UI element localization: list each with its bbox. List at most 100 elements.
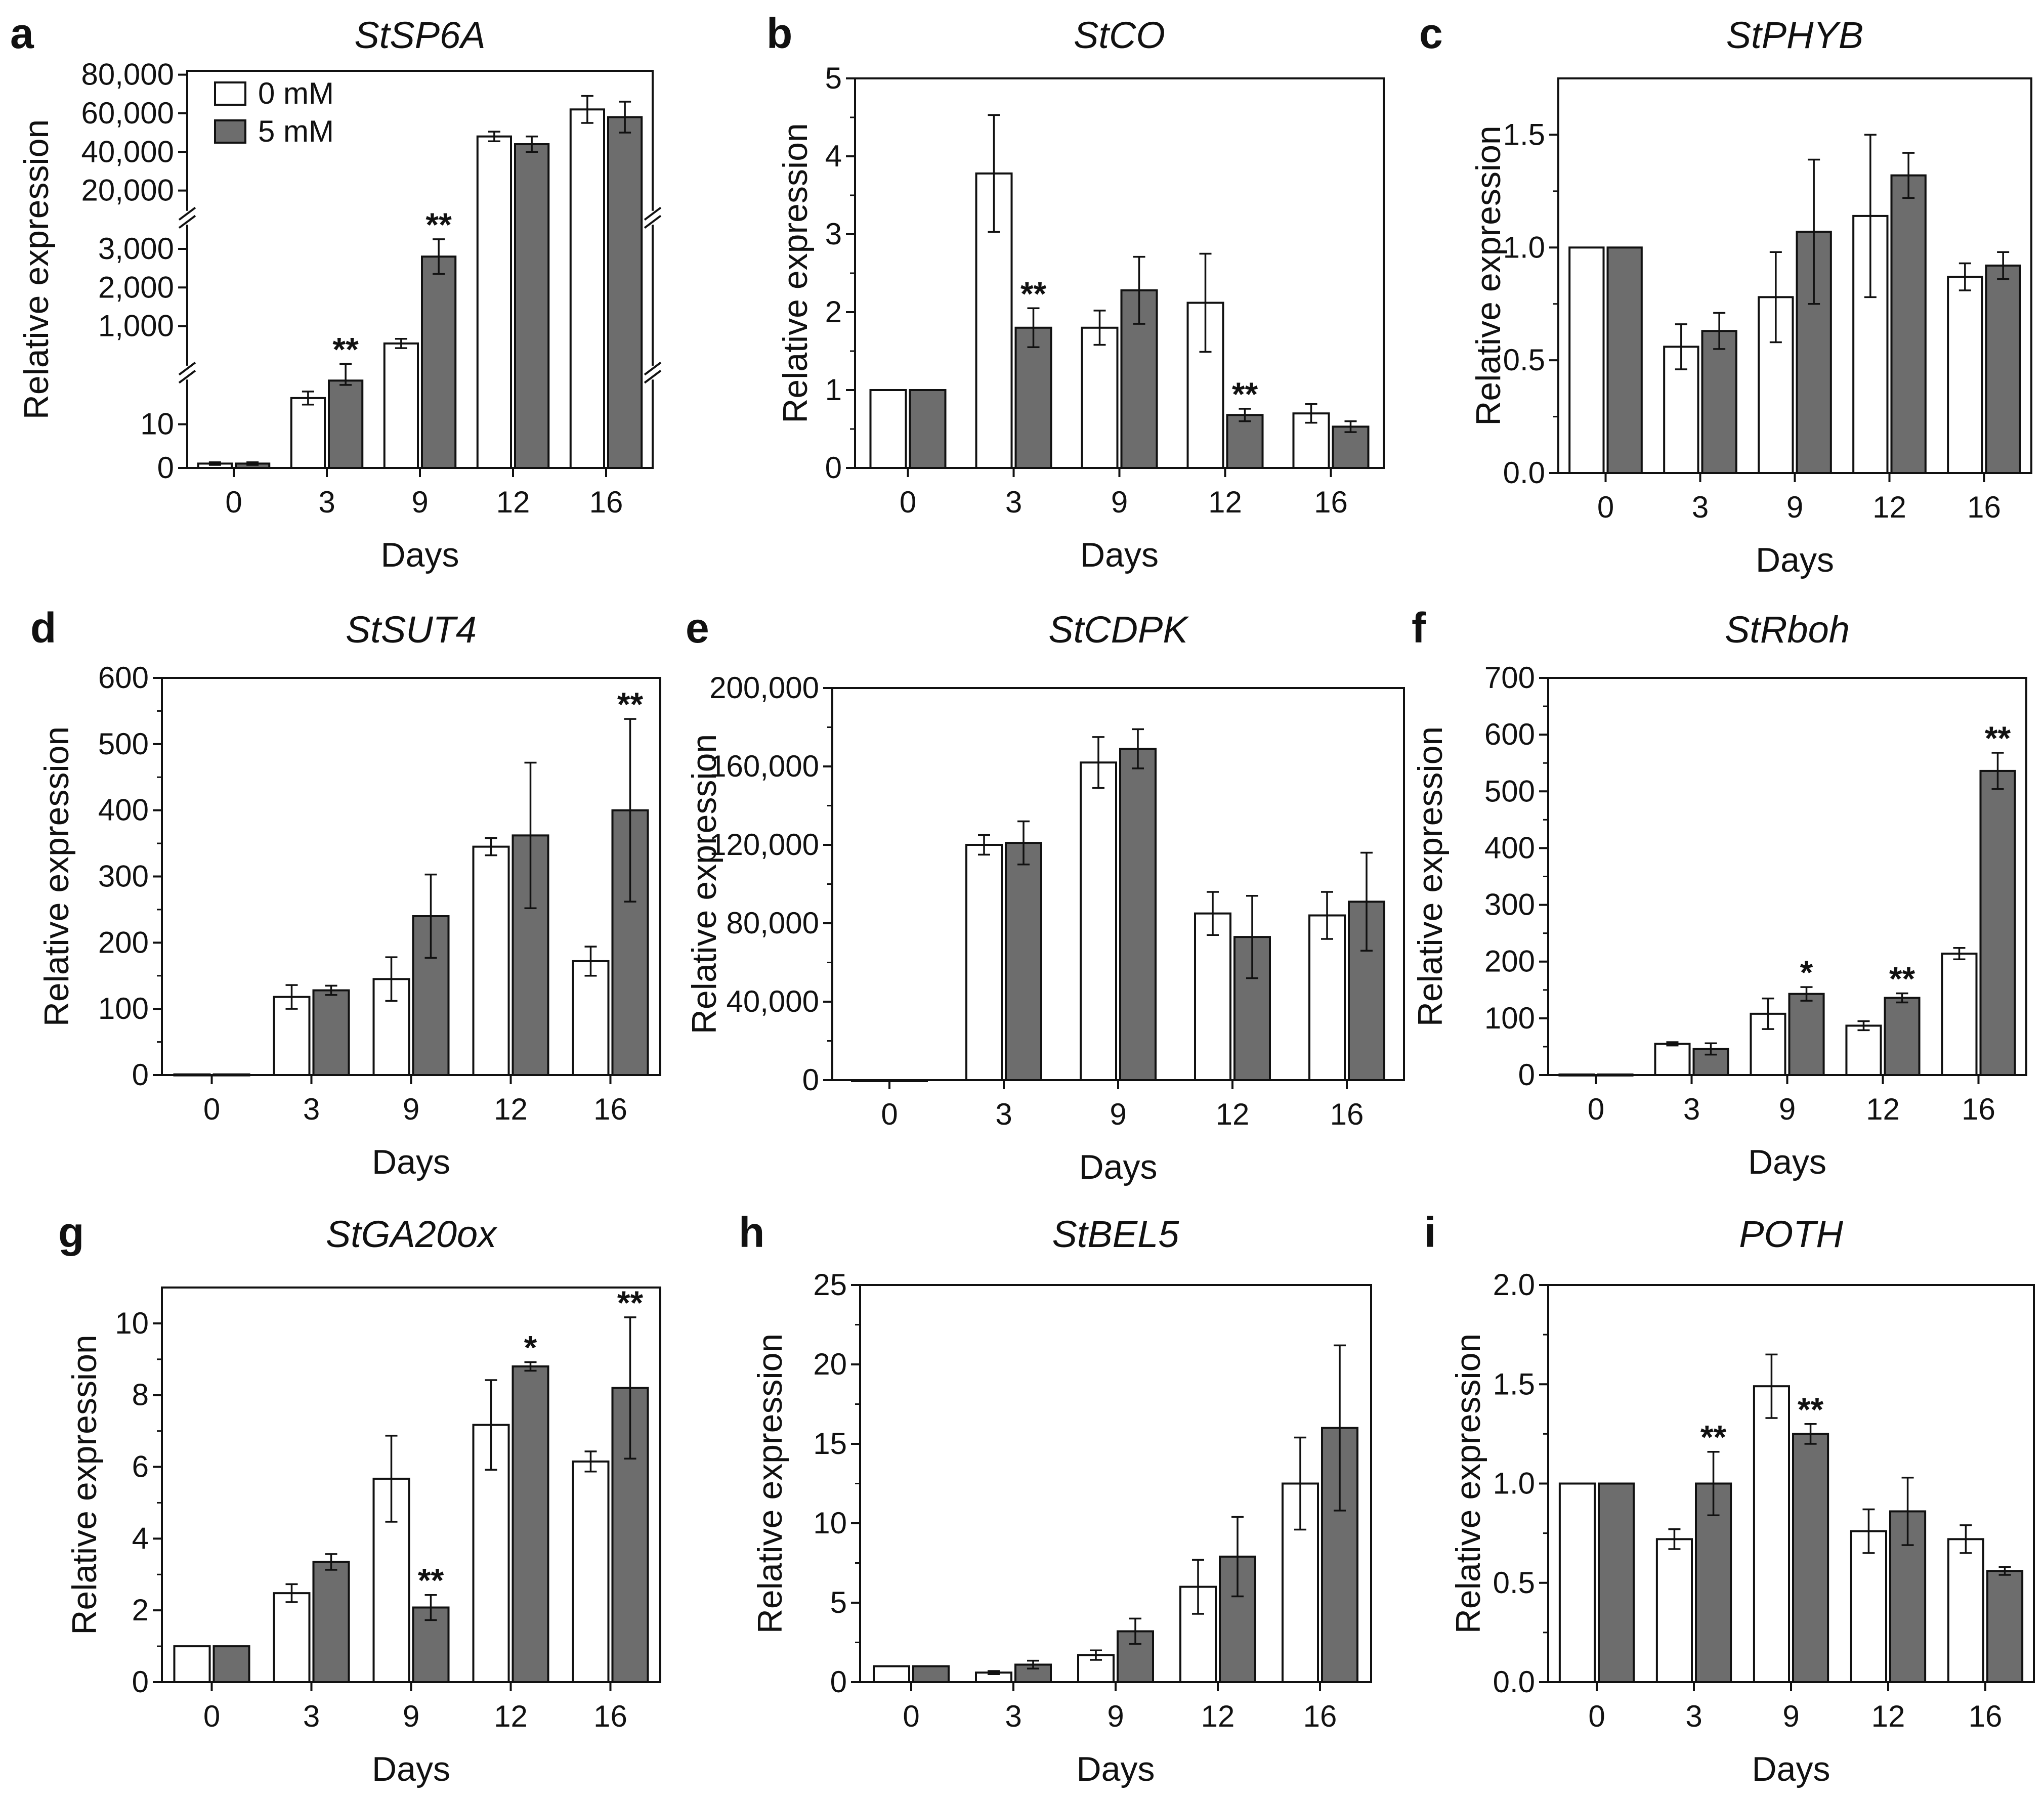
x-axis-label: Days [1752, 1750, 1830, 1788]
bar [1845, 1024, 1882, 1076]
y-tick-label: 8 [132, 1378, 149, 1412]
y-tick-label: 2 [132, 1593, 149, 1627]
panel-h: 0 5 10 15 20 25 0 3 9 12 16 h StBEL5 Days Relative exp… [739, 1209, 1372, 1788]
y-tick-label: 5 [830, 1585, 847, 1619]
y-tick-label: 0.5 [1493, 1566, 1535, 1600]
x-tick-label: 3 [303, 1699, 320, 1733]
panel-letter: f [1412, 604, 1426, 652]
axis-break-mark [644, 206, 662, 221]
significance-mark: ** [418, 1562, 444, 1599]
y-tick-label: 3 [825, 217, 842, 251]
y-tick-label: 120,000 [709, 828, 819, 862]
bar [421, 255, 457, 469]
x-tick-label: 0 [881, 1097, 898, 1131]
panel-title: StSUT4 [346, 609, 477, 651]
y-tick-label: 300 [1484, 888, 1535, 922]
x-axis-label: Days [1080, 536, 1159, 574]
x-tick-label: 3 [1005, 485, 1022, 519]
y-tick-label: 0 [1518, 1058, 1535, 1092]
y-tick-label: 500 [98, 727, 149, 761]
y-tick-label: 25 [813, 1268, 847, 1302]
x-axis-label: Days [1756, 541, 1834, 579]
x-tick-label: 0 [1597, 490, 1614, 524]
bar [1986, 1570, 2024, 1683]
legend-label: 5 mM [258, 114, 334, 148]
significance-mark: ** [1020, 275, 1047, 312]
x-tick-label: 16 [593, 1699, 627, 1733]
bar [1558, 1073, 1595, 1077]
x-tick-label: 3 [1683, 1092, 1700, 1126]
bar [1792, 1433, 1829, 1683]
x-tick-label: 16 [593, 1092, 627, 1126]
x-tick-label: 0 [203, 1092, 220, 1126]
bar [1884, 997, 1921, 1076]
panel-title: StGA20ox [326, 1213, 498, 1255]
significance-mark: ** [1798, 1391, 1824, 1428]
x-tick-label: 0 [225, 485, 242, 519]
bar [1558, 1482, 1596, 1683]
x-axis-label: Days [372, 1750, 450, 1788]
x-tick-label: 3 [1692, 490, 1709, 524]
panel-title: POTH [1739, 1213, 1843, 1255]
x-axis-label: Days [1077, 1750, 1155, 1788]
x-tick-label: 12 [1201, 1699, 1235, 1733]
bar [869, 389, 907, 469]
y-tick-label: 6 [132, 1450, 149, 1484]
y-tick-label: 200 [1484, 945, 1535, 978]
bar [1947, 1538, 1984, 1683]
bar [1081, 326, 1119, 469]
bar [1119, 748, 1157, 1081]
y-tick-label: 1.0 [1493, 1467, 1535, 1500]
x-tick-label: 16 [1330, 1097, 1364, 1131]
bar [514, 143, 550, 469]
x-tick-label: 12 [496, 485, 530, 519]
y-tick-label: 40,000 [726, 984, 819, 1018]
bar [383, 342, 419, 469]
x-tick-label: 0 [203, 1699, 220, 1733]
legend: 0 mM 5 mM [214, 76, 334, 148]
x-tick-label: 16 [1969, 1699, 2003, 1733]
panel-d: 0 100 200 300 400 500 600 0 3 9 12 16 ** d StSUT4 Days R… [30, 604, 661, 1181]
panel-letter: e [686, 604, 709, 652]
x-tick-label: 0 [1588, 1699, 1605, 1733]
axis-break-mark [644, 215, 662, 229]
panel-c: 0.0 0.5 1.0 1.5 0 3 9 12 16 c StPHYB Days Relative e… [1419, 10, 2032, 579]
y-axis-label: Relative expression [1469, 125, 1508, 425]
bar [212, 1645, 250, 1683]
x-tick-label: 9 [1110, 1097, 1126, 1131]
panel-letter: d [30, 604, 56, 652]
x-tick-label: 16 [589, 485, 623, 519]
x-axis-label: Days [381, 536, 459, 574]
x-tick-label: 12 [494, 1699, 528, 1733]
bar [1597, 1073, 1634, 1077]
significance-mark: ** [1985, 719, 2011, 757]
y-tick-label: 60,000 [81, 96, 174, 130]
x-tick-label: 12 [1216, 1097, 1250, 1131]
x-tick-label: 9 [1779, 1092, 1796, 1126]
x-tick-label: 16 [1962, 1092, 1995, 1126]
x-tick-label: 9 [1111, 485, 1128, 519]
y-tick-label: 15 [813, 1427, 847, 1461]
bar [1194, 912, 1231, 1081]
y-tick-label: 2,000 [98, 270, 174, 304]
bar [1598, 1482, 1635, 1683]
y-tick-label: 1,000 [98, 309, 174, 343]
y-tick-label: 600 [98, 661, 149, 695]
bar [912, 1665, 950, 1684]
y-tick-label: 0.5 [1503, 343, 1545, 377]
x-axis-label: Days [1079, 1148, 1158, 1186]
axis-break-mark [178, 206, 196, 221]
significance-mark: ** [425, 206, 452, 243]
bar [1655, 1538, 1693, 1683]
y-tick-label: 0 [802, 1063, 819, 1097]
panel-letter: a [10, 10, 34, 57]
bar [607, 116, 643, 469]
bar [312, 989, 350, 1076]
y-tick-label: 0.0 [1503, 456, 1545, 490]
panel-letter: b [766, 10, 792, 57]
y-tick-label: 700 [1484, 661, 1535, 695]
y-tick-label: 200,000 [709, 671, 819, 705]
y-axis-label: Relative expression [776, 123, 815, 423]
